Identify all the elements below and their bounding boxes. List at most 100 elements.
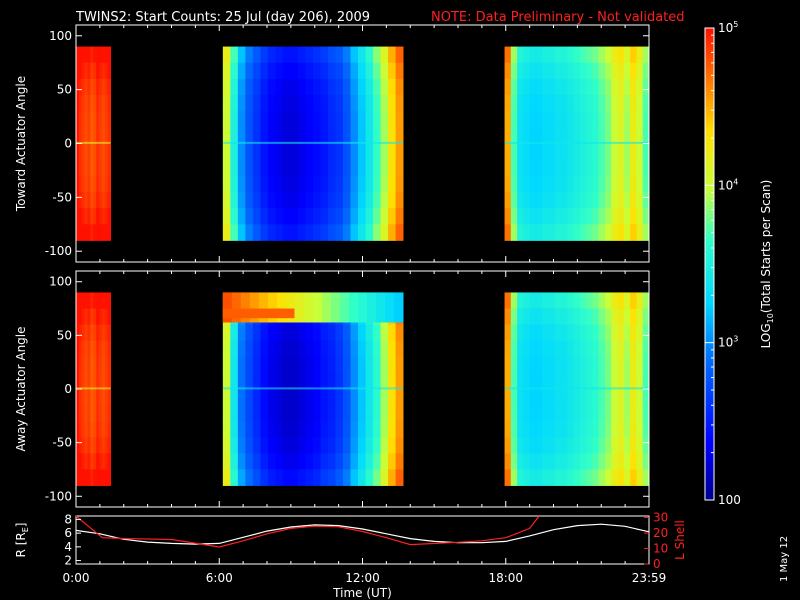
heatmap-cell xyxy=(107,421,112,438)
heatmap-cell xyxy=(84,78,88,96)
heatmap-cell xyxy=(358,224,366,241)
heatmap-cell xyxy=(573,127,581,144)
heatmap-cell xyxy=(230,372,239,390)
heatmap-cell xyxy=(76,308,80,326)
heatmap-cell xyxy=(623,46,631,64)
heatmap-cell xyxy=(529,469,537,486)
heatmap-cell xyxy=(90,175,94,193)
heatmap-cell xyxy=(84,224,88,241)
heatmap-cell xyxy=(523,191,531,209)
left-y-tick-label: 4 xyxy=(64,540,72,554)
heatmap-cell xyxy=(343,324,351,342)
heatmap-cell xyxy=(517,46,524,64)
heatmap-cell xyxy=(535,159,543,177)
radius-label-subscript: E xyxy=(21,527,30,532)
heatmap-cell xyxy=(617,111,625,128)
heatmap-cell xyxy=(90,111,94,128)
heatmap-cell xyxy=(101,308,106,326)
heatmap-cell xyxy=(107,469,112,486)
heatmap-cell xyxy=(93,389,97,406)
heatmap-cell xyxy=(636,127,644,144)
heatmap-cell xyxy=(636,324,644,342)
heatmap-cell xyxy=(78,127,83,144)
heatmap-cell xyxy=(282,453,291,470)
heatmap-cell xyxy=(90,127,94,144)
heatmap-cell xyxy=(78,159,83,177)
heatmap-cell xyxy=(81,405,86,422)
heatmap-cell xyxy=(358,78,366,96)
heatmap-cell xyxy=(380,224,389,241)
heatmap-cell xyxy=(99,46,103,64)
heatmap-cell xyxy=(104,175,109,193)
heatmap-cell xyxy=(592,340,600,358)
heatmap-cell xyxy=(267,453,276,470)
heatmap-cell xyxy=(611,405,618,422)
heatmap-cell xyxy=(107,175,112,193)
heatmap-cell xyxy=(598,95,606,112)
heatmap-cell xyxy=(90,191,94,209)
heatmap-cell xyxy=(548,372,556,390)
heatmap-cell xyxy=(561,405,568,422)
heatmap-cell xyxy=(504,159,512,177)
heatmap-cell xyxy=(350,340,359,358)
heatmap-cell xyxy=(335,324,344,342)
heatmap-cell xyxy=(567,46,575,64)
heatmap-cell xyxy=(630,308,637,326)
heatmap-cell xyxy=(395,372,404,390)
heatmap-cell xyxy=(535,372,543,390)
heatmap-cell xyxy=(542,453,549,470)
heatmap-cell xyxy=(252,46,261,64)
heatmap-cell xyxy=(320,62,329,80)
heatmap-cell xyxy=(510,191,518,209)
left-y-tick-label: 6 xyxy=(64,526,72,540)
heatmap-cell xyxy=(312,453,321,470)
heatmap-cell xyxy=(290,324,299,342)
heatmap-cell xyxy=(320,46,329,64)
heatmap-cell xyxy=(305,208,314,225)
heatmap-cell xyxy=(107,191,112,209)
heatmap-cell xyxy=(592,324,600,342)
heatmap-cell xyxy=(335,437,344,454)
heatmap-cell xyxy=(237,111,246,128)
heatmap-cell xyxy=(245,191,254,209)
heatmap-cell xyxy=(598,143,606,161)
heatmap-cell xyxy=(93,437,97,454)
heatmap-cell xyxy=(636,95,644,112)
heatmap-cell xyxy=(611,372,618,390)
heatmap-cell xyxy=(87,389,91,406)
data-segment xyxy=(504,46,650,241)
heatmap-cell xyxy=(510,405,518,422)
heatmap-cell xyxy=(267,78,276,96)
heatmap-cell xyxy=(96,405,100,422)
data-segment xyxy=(76,46,112,241)
heatmap-cell xyxy=(365,372,374,390)
heatmap-cell xyxy=(101,340,106,358)
heatmap-cell xyxy=(611,127,618,144)
heatmap-cell xyxy=(504,340,512,358)
heatmap-cell xyxy=(623,292,631,309)
heatmap-cell xyxy=(81,175,86,193)
heatmap-cell xyxy=(611,469,618,486)
heatmap-cell xyxy=(504,453,512,470)
heatmap-cell xyxy=(252,340,261,358)
heatmap-cell xyxy=(76,292,80,309)
heatmap-cell xyxy=(617,421,625,438)
heatmap-cell xyxy=(611,191,618,209)
heatmap-cell xyxy=(380,356,389,374)
heatmap-cell xyxy=(358,324,366,342)
colorbar-tick-label: 105 xyxy=(718,20,738,35)
heatmap-cell xyxy=(554,340,562,358)
heatmap-cell xyxy=(388,111,396,128)
heatmap-cell xyxy=(96,324,100,342)
heatmap-cell xyxy=(535,389,543,406)
heatmap-cell xyxy=(78,308,83,326)
heatmap-cell xyxy=(567,159,575,177)
band-cell xyxy=(258,292,269,323)
heatmap-cell xyxy=(617,437,625,454)
heatmap-cell xyxy=(395,389,404,406)
y-tick-label: 0 xyxy=(64,382,72,396)
heatmap-cell xyxy=(104,208,109,225)
heatmap-cell xyxy=(222,421,231,438)
heatmap-cell xyxy=(586,308,593,326)
heatmap-cell xyxy=(373,405,381,422)
